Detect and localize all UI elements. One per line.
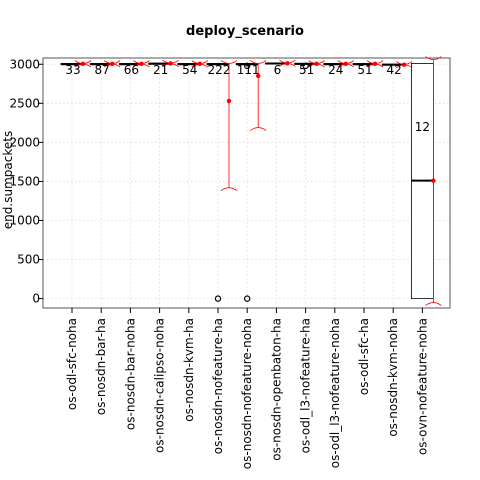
mean-point <box>314 61 319 67</box>
outlier-point <box>214 295 222 302</box>
means <box>74 56 442 306</box>
x-tick-label: os-odl_l3-nofeature-noha <box>328 318 342 468</box>
mean-point <box>343 61 348 67</box>
x-tick-label: os-nosdn-kvm-ha <box>182 318 196 422</box>
x-tick-label: os-nosdn-openbaton-ha <box>269 318 283 461</box>
count-label: 6 <box>274 63 282 77</box>
box <box>410 63 434 300</box>
y-tick-label: 1500 <box>9 174 40 188</box>
boxes <box>60 62 434 302</box>
count-label: 12 <box>415 120 430 134</box>
mean-ci-cap-lower <box>220 187 238 192</box>
mean-point <box>168 61 173 66</box>
mean-marker <box>74 60 92 68</box>
mean-marker <box>395 61 413 69</box>
mean-marker <box>191 60 209 68</box>
y-tick-label: 3000 <box>9 57 40 71</box>
count-label: 24 <box>328 63 343 77</box>
count-label: 21 <box>153 63 168 77</box>
x-tick-label: os-odl_l3-nofeature-ha <box>299 318 313 453</box>
count-label: 66 <box>124 63 139 77</box>
mean-ci-cap-upper <box>425 56 442 60</box>
x-tick-label: os-ovn-nofeature-noha <box>415 318 429 455</box>
x-tick-label: os-nosdn-calipso-noha <box>153 318 167 453</box>
mean-marker <box>133 60 150 68</box>
x-tick-label: os-nosdn-kvm-noha <box>386 318 400 437</box>
mean-ci-cap-upper <box>249 60 267 64</box>
outlier-point <box>302 62 309 70</box>
y-tick-label: 2500 <box>9 96 40 110</box>
mean-point <box>372 61 378 67</box>
grid-layer <box>43 58 450 308</box>
count-label: 51 <box>357 63 372 77</box>
y-tick-label: 2000 <box>9 135 40 149</box>
y-tick-label: 1000 <box>9 214 40 228</box>
mean-marker <box>279 59 296 67</box>
mean-point <box>139 61 144 67</box>
count-label: 87 <box>95 63 110 77</box>
x-tick-label: os-nosdn-nofeature-ha <box>211 318 225 454</box>
mean-ci-cap-upper <box>220 60 238 64</box>
count-label: 222 <box>208 63 231 77</box>
y-tick-label: 0 <box>32 292 40 306</box>
mean-point <box>431 178 436 183</box>
count-label: 51 <box>299 63 314 77</box>
mean-marker <box>308 60 325 68</box>
y-tick-label: 500 <box>17 253 40 267</box>
box <box>235 62 259 302</box>
x-tick-label: os-odl-sfc-noha <box>65 318 79 410</box>
mean-point <box>256 73 261 79</box>
x-tick-label: os-nosdn-nofeature-noha <box>240 318 254 469</box>
x-tick-label: os-nosdn-bar-noha <box>123 318 137 430</box>
outlier-point <box>243 295 251 302</box>
mean-point <box>80 61 86 67</box>
count-label: 54 <box>182 63 197 77</box>
mean-point <box>226 98 232 104</box>
mean-marker <box>249 60 267 131</box>
outlier-point <box>243 62 251 70</box>
mean-point <box>285 61 290 66</box>
mean-point <box>197 61 202 67</box>
mean-ci-cap-lower <box>425 302 442 306</box>
x-tick-label: os-odl-sfc-ha <box>357 318 371 395</box>
mean-ci-cap-lower <box>249 127 267 131</box>
count-labels: 33 87 66 21 54 222 111 6 51 24 51 42 12 <box>65 63 430 134</box>
mean-marker <box>162 59 179 68</box>
x-axis: os-odl-sfc-noha os-nosdn-bar-ha os-nosdn-b… <box>65 308 429 469</box>
mean-marker <box>103 60 121 68</box>
mean-marker <box>220 60 238 192</box>
mean-point <box>110 61 115 67</box>
count-label: 42 <box>387 63 402 77</box>
plot-frame <box>42 57 451 309</box>
count-label: 33 <box>65 63 80 77</box>
chart-title: deploy_scenario <box>186 24 304 39</box>
mean-marker <box>366 60 384 68</box>
x-tick-label: os-nosdn-bar-ha <box>94 318 108 415</box>
mean-marker <box>337 60 355 68</box>
mean-point <box>402 62 407 67</box>
y-axis: 0 500 1000 1500 2000 2500 3000 <box>9 57 43 306</box>
mean-marker <box>425 56 442 306</box>
y-axis-label: end.sumpackets <box>1 131 15 229</box>
count-label: 111 <box>237 63 260 77</box>
